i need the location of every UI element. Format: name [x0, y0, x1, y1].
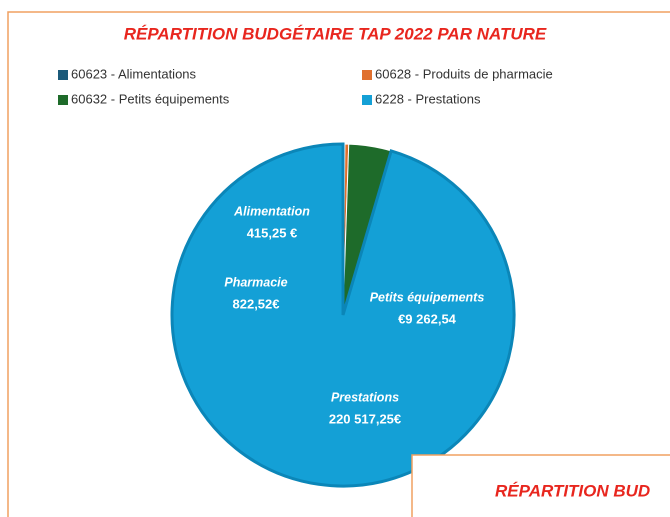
chart-title: RÉPARTITION BUDGÉTAIRE TAP 2022 PAR NATU… — [124, 24, 547, 43]
second-chart-title: RÉPARTITION BUD — [495, 481, 650, 500]
legend-label: 60628 - Produits de pharmacie — [375, 66, 553, 81]
data-label-name: Alimentation — [233, 204, 310, 218]
data-label-value: 220 517,25€ — [329, 411, 401, 426]
legend-label: 60623 - Alimentations — [71, 66, 197, 81]
data-label-value: 822,52€ — [233, 296, 280, 311]
legend-swatch — [362, 70, 372, 80]
second-chart-frame — [411, 454, 670, 517]
data-label-name: Petits équipements — [370, 290, 485, 304]
data-label-name: Prestations — [331, 390, 399, 404]
legend-label: 60632 - Petits équipements — [71, 91, 230, 106]
data-label-value: €9 262,54 — [398, 311, 457, 326]
legend-swatch — [362, 95, 372, 105]
pie — [170, 142, 516, 488]
legend-swatch — [58, 95, 68, 105]
legend-swatch — [58, 70, 68, 80]
pie-slice — [170, 142, 516, 488]
data-label-name: Pharmacie — [224, 275, 287, 289]
legend-label: 6228 - Prestations — [375, 91, 481, 106]
data-label-value: 415,25 € — [247, 225, 298, 240]
